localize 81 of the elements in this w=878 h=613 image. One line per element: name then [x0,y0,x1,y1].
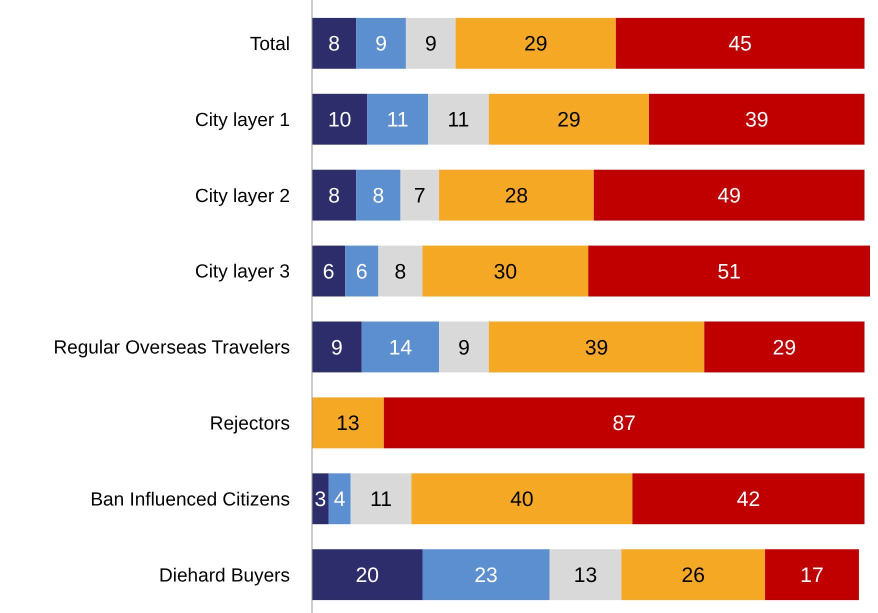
bar [632,473,864,524]
data-label: 11 [386,108,409,132]
data-label: 17 [800,564,824,588]
data-label: 39 [745,108,768,132]
bar [649,94,864,145]
data-label: 51 [717,260,741,284]
bar [621,549,766,600]
data-label: 6 [322,260,334,284]
bar [428,94,489,145]
data-label: 87 [612,412,636,436]
bar [406,18,456,69]
bar [312,94,368,145]
bar [488,94,650,145]
bar [312,322,362,372]
bar [550,549,622,600]
data-label: 14 [388,336,412,360]
data-label: 29 [524,32,548,56]
data-label: 7 [414,184,426,208]
bar [456,18,616,69]
bar [594,170,864,221]
data-label: 8 [394,260,406,284]
y-tick-label: Diehard Buyers [159,565,290,586]
data-label: 20 [356,564,379,588]
data-label: 49 [717,184,741,208]
bar [328,473,351,524]
bar [488,322,704,372]
data-label: 6 [356,260,368,284]
data-label: 11 [370,488,392,512]
bar [356,170,400,221]
bar [704,322,864,372]
data-label: 13 [574,564,598,588]
bar [312,549,422,600]
bar [400,170,440,221]
data-label: 40 [510,488,534,512]
bar [588,246,870,296]
data-label: 29 [557,108,581,132]
y-tick-label: City layer 2 [194,186,290,207]
bar [312,246,346,296]
bar [422,549,550,600]
data-label: 39 [584,336,608,360]
data-label: 8 [372,184,384,208]
data-label: 13 [336,412,360,436]
bar [439,322,489,372]
bar [312,397,384,448]
data-label: 28 [504,184,528,208]
y-tick-label: Total [250,34,290,55]
data-label: 3 [314,488,326,512]
data-label: 9 [424,32,437,56]
data-label: 10 [328,108,352,132]
bar [439,170,594,221]
bar [384,397,864,448]
data-label: 9 [375,32,387,56]
bar [362,322,440,372]
bar [367,94,428,145]
data-label: 4 [334,488,346,512]
y-tick-label: Rejectors [210,414,290,435]
data-label: 9 [331,336,343,360]
bar [345,246,378,296]
data-label: 8 [328,184,340,208]
data-label: 23 [474,564,498,588]
y-tick-label: Ban Influenced Citizens [90,489,290,510]
bar [312,18,356,69]
bar [765,549,859,600]
bar [411,473,632,524]
data-label: 42 [736,488,760,512]
data-label: 8 [328,32,340,56]
y-tick-label: City layer 1 [194,110,290,131]
data-label: 11 [448,108,470,132]
y-tick-label: Regular Overseas Travelers [53,338,290,359]
bar [616,18,864,69]
data-label: 26 [682,564,705,588]
data-label: 45 [728,32,752,56]
bar [422,246,588,296]
data-label: 29 [772,336,796,360]
data-label: 9 [458,336,470,360]
data-label: 30 [494,260,518,284]
bar [356,18,406,69]
bar [378,246,422,296]
bar [312,170,356,221]
y-tick-label: City layer 3 [194,262,290,283]
bar [350,473,412,524]
